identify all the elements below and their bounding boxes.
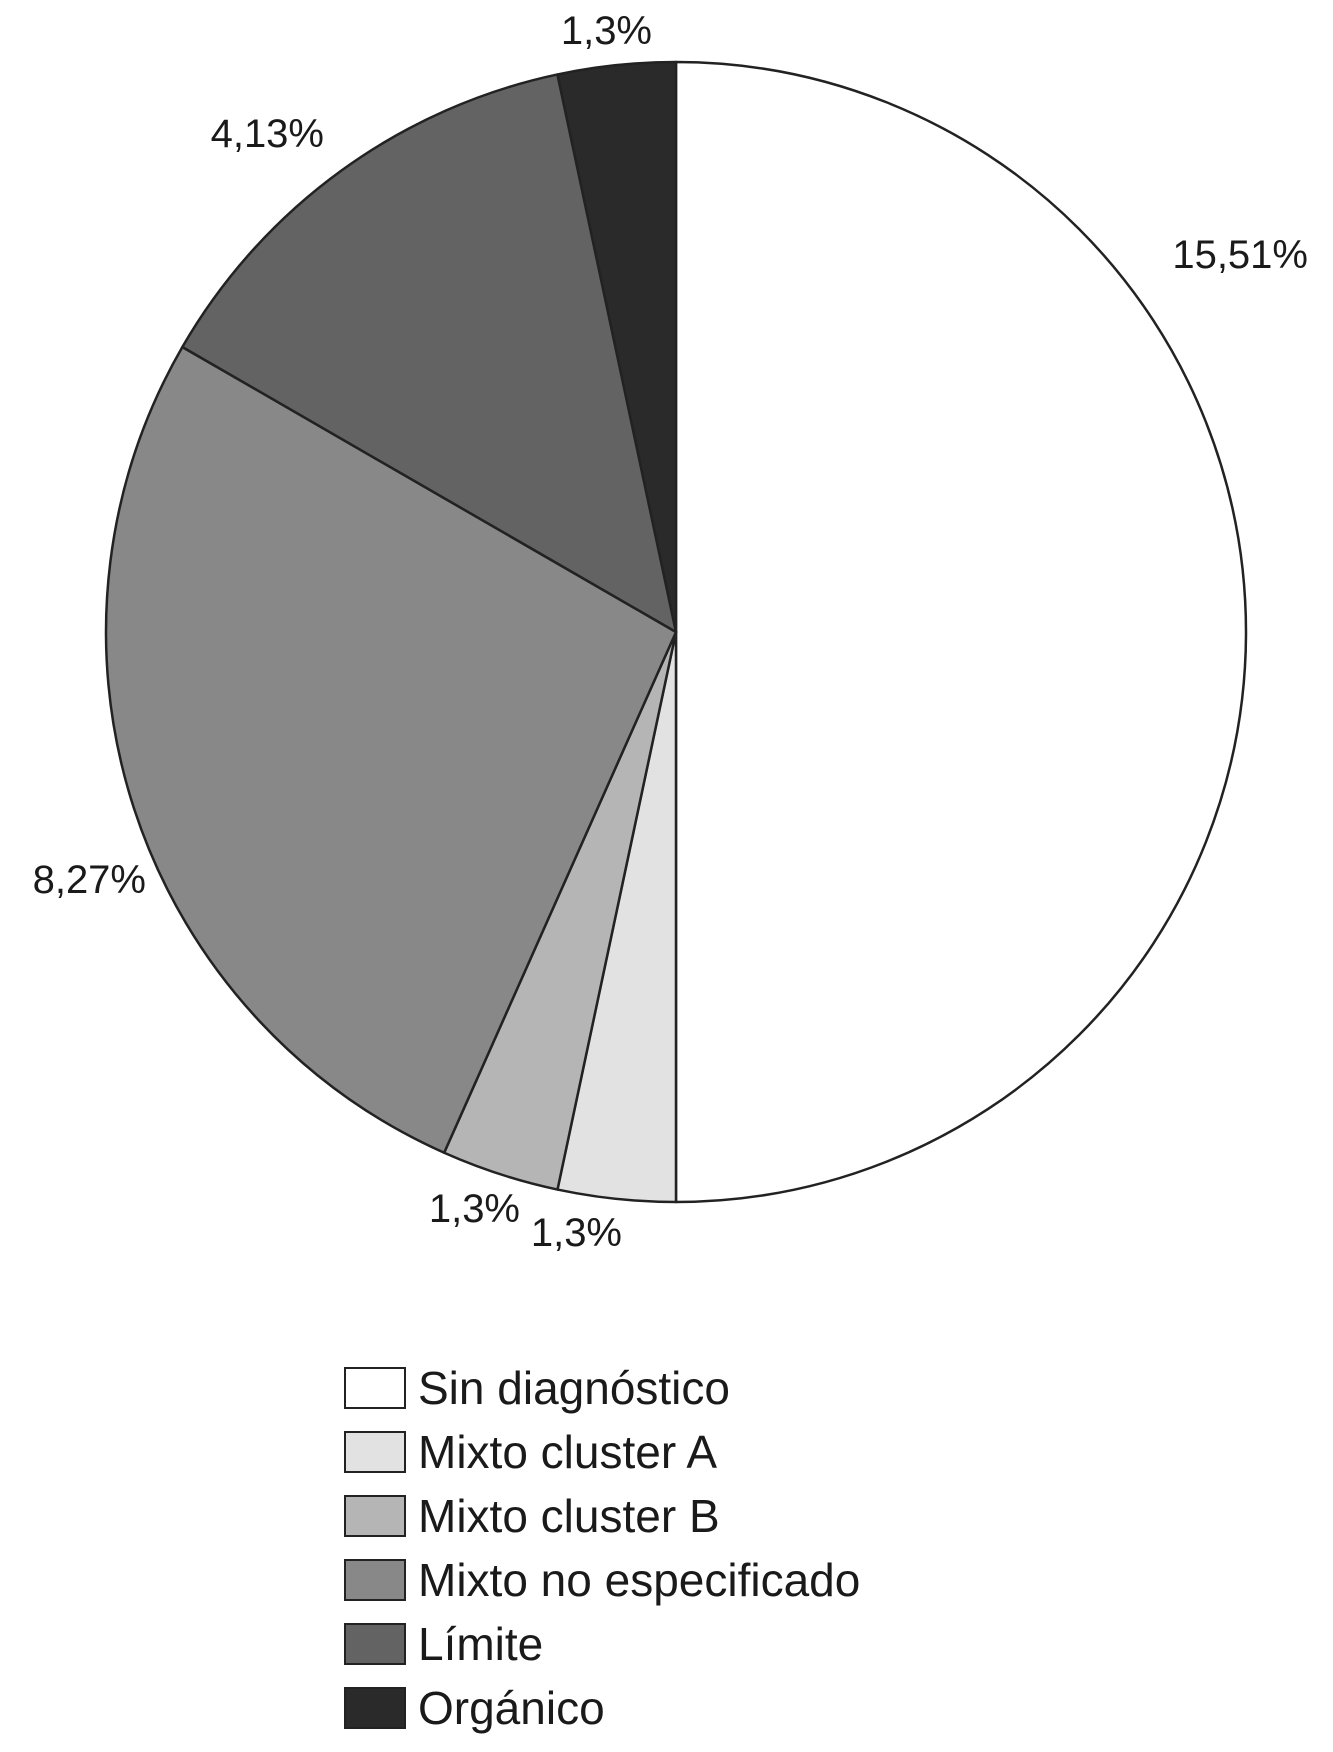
legend-label: Mixto cluster A: [418, 1426, 718, 1478]
legend-label: Límite: [418, 1618, 544, 1670]
legend-swatch: [344, 1495, 406, 1537]
slice-label-organico: 1,3%: [561, 9, 652, 53]
chart-legend: Sin diagnóstico Mixto cluster A Mixto cl…: [344, 1356, 860, 1740]
legend-item-mixto-no-especificado: Mixto no especificado: [344, 1548, 860, 1612]
legend-swatch: [344, 1367, 406, 1409]
legend-swatch: [344, 1687, 406, 1729]
slice-label-mixto-cluster-a: 1,3%: [531, 1211, 622, 1255]
legend-label: Mixto no especificado: [418, 1554, 861, 1606]
legend-swatch: [344, 1431, 406, 1473]
legend-label: Mixto cluster B: [418, 1490, 720, 1542]
slice-label-limite: 4,13%: [211, 112, 324, 156]
legend-item-sin-diagnostico: Sin diagnóstico: [344, 1356, 860, 1420]
slice-label-sin-diagnostico: 15,51%: [1172, 233, 1308, 277]
slice-label-mixto-no-especificado: 8,27%: [33, 858, 146, 902]
pie-slice-mixto-no-especificado: [104, 345, 678, 1154]
legend-item-limite: Límite: [344, 1612, 860, 1676]
legend-swatch: [344, 1559, 406, 1601]
pie-slice-labels: 15,51%1,3%1,3%8,27%4,13%1,3%: [33, 9, 1308, 1255]
pie-slices: [104, 60, 1248, 1204]
legend-item-organico: Orgánico: [344, 1676, 860, 1740]
legend-swatch: [344, 1623, 406, 1665]
legend-label: Sin diagnóstico: [418, 1362, 730, 1414]
legend-label: Orgánico: [418, 1682, 605, 1734]
pie-slice-organico: [556, 60, 678, 634]
legend-item-mixto-cluster-a: Mixto cluster A: [344, 1420, 860, 1484]
legend-item-mixto-cluster-b: Mixto cluster B: [344, 1484, 860, 1548]
slice-label-mixto-cluster-b: 1,3%: [429, 1187, 520, 1231]
pie-slice-sin-diagnostico: [674, 60, 1248, 1204]
pie-slice-limite: [181, 73, 678, 634]
